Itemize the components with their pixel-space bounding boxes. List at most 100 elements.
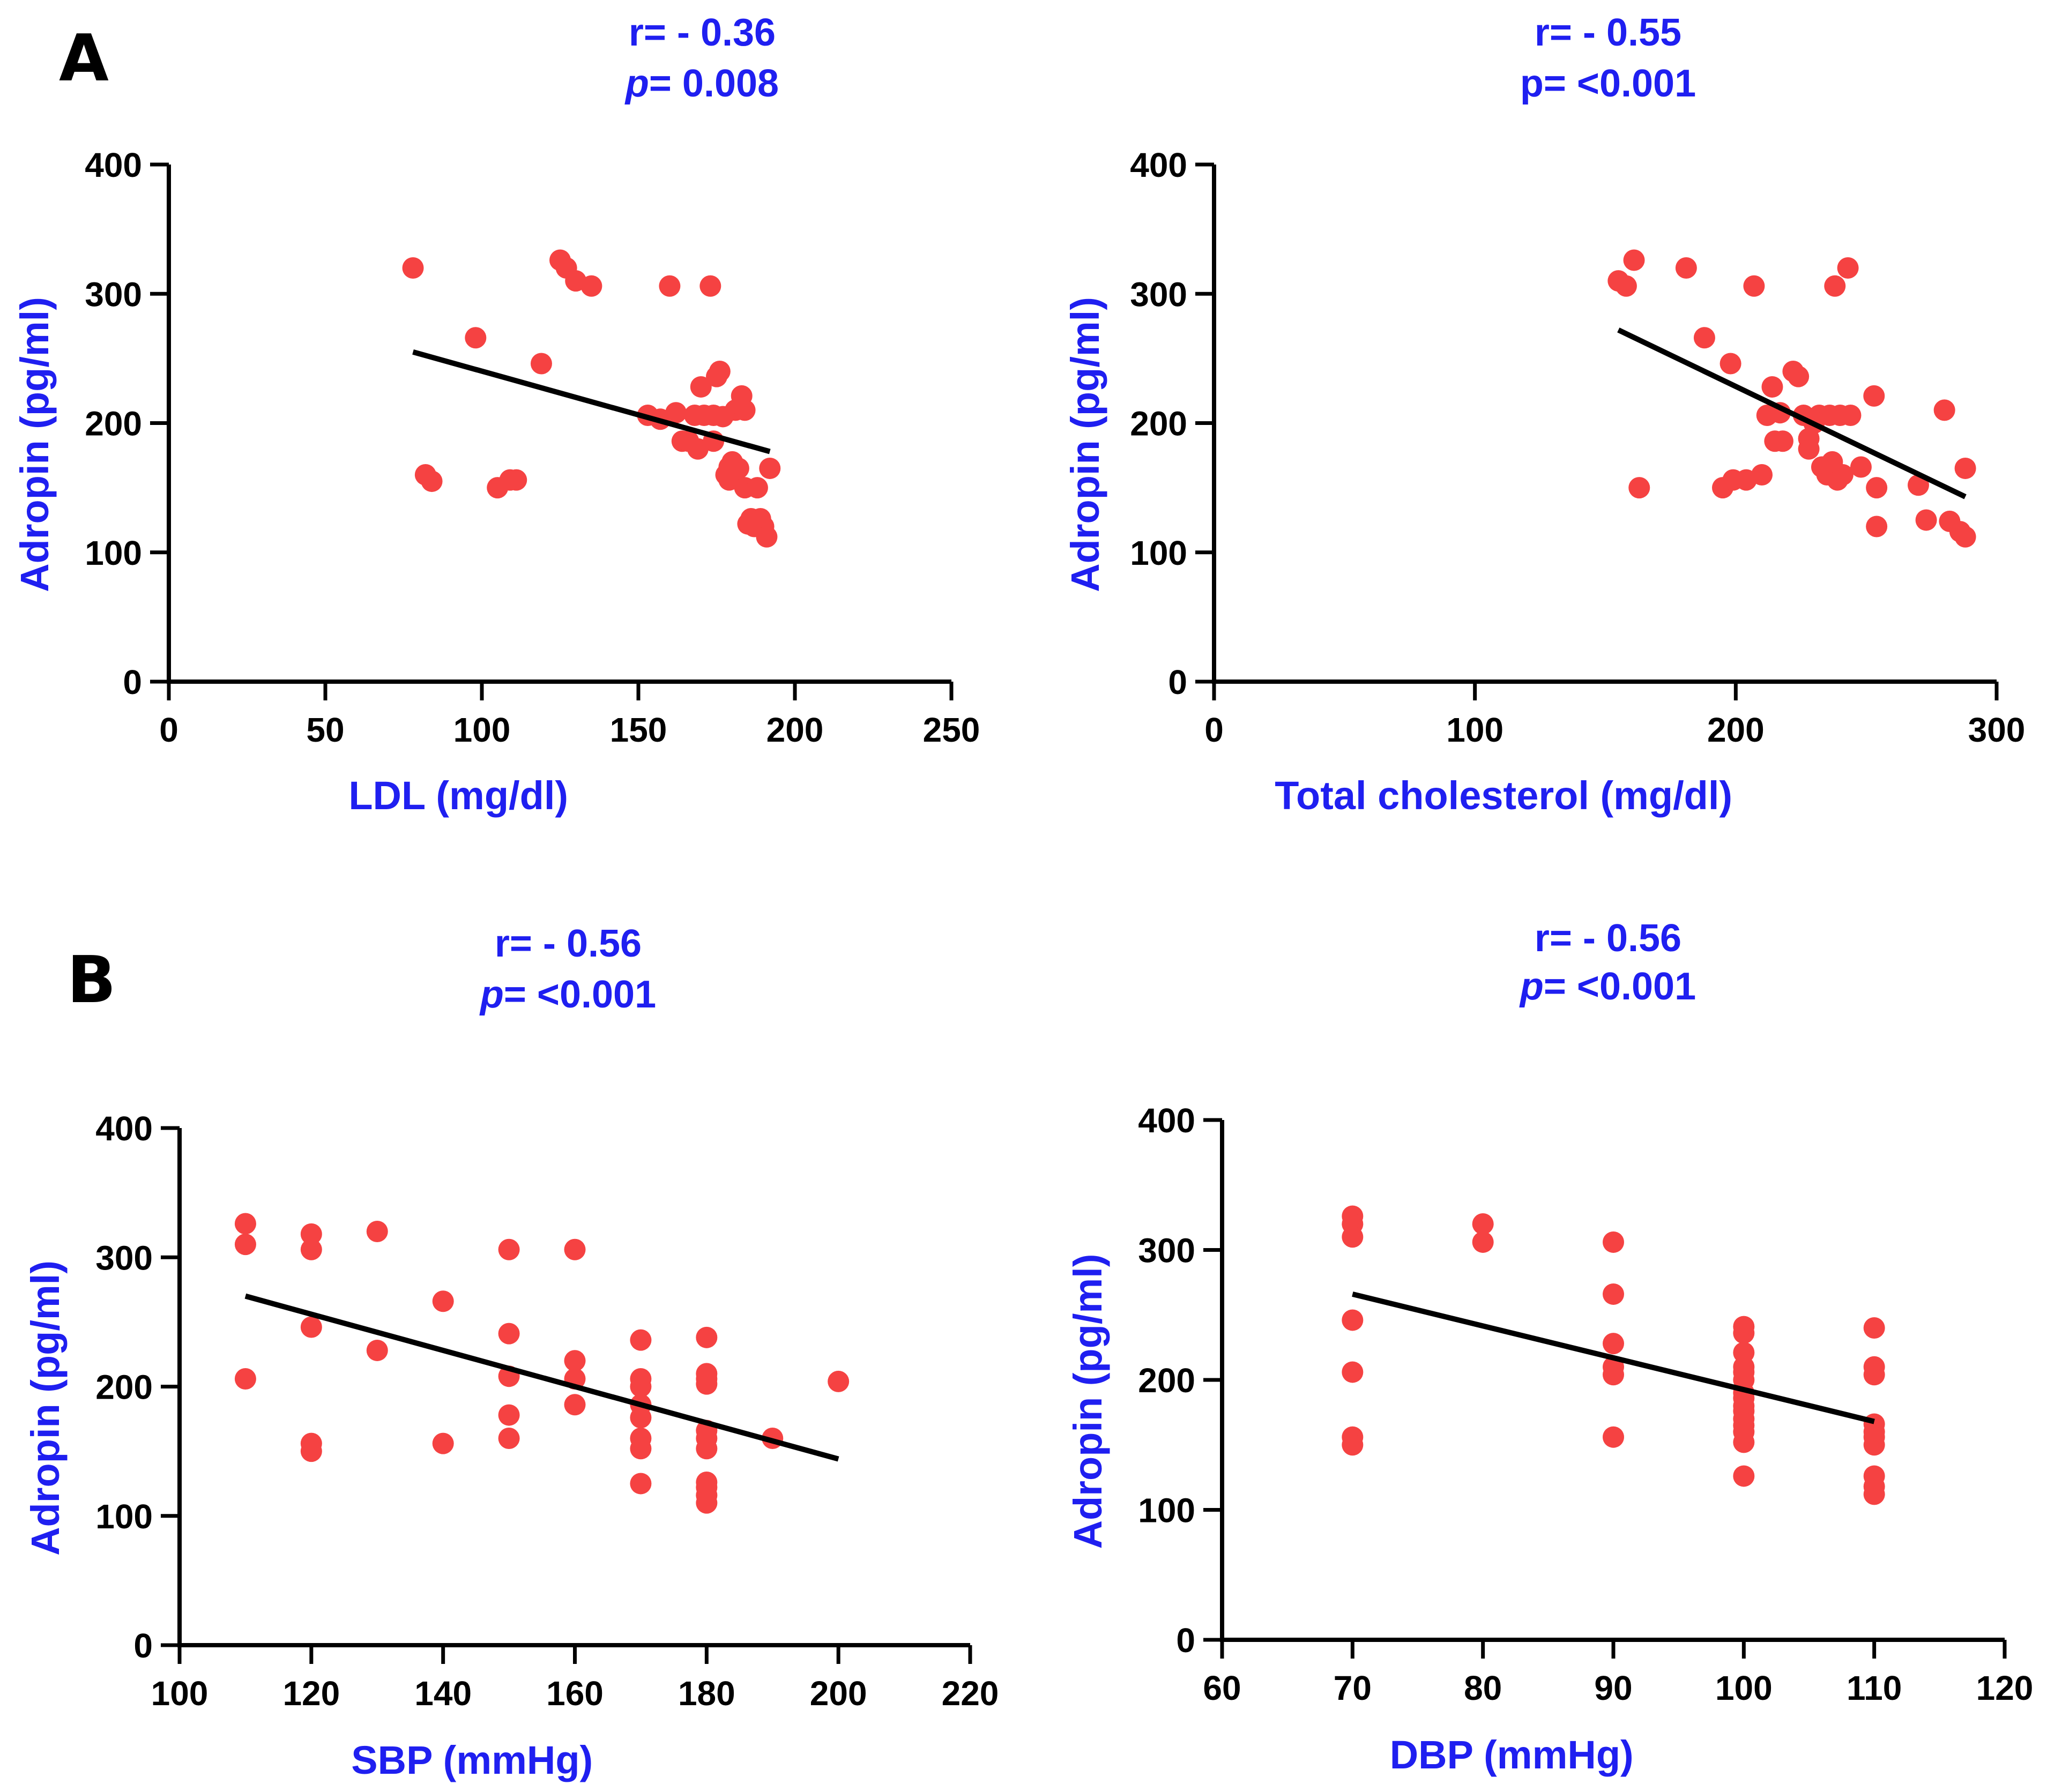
p-symbol: p <box>624 62 649 105</box>
y-tick-label: 300 <box>1130 275 1187 313</box>
data-point <box>432 1290 454 1312</box>
data-point <box>498 1428 520 1449</box>
correlation-r-text: r= - 0.56 <box>495 922 642 965</box>
data-point <box>1342 1361 1364 1383</box>
data-point <box>465 327 487 349</box>
data-point <box>366 1339 388 1361</box>
y-tick-label: 400 <box>1138 1101 1195 1140</box>
data-point <box>828 1370 850 1392</box>
data-point <box>659 275 681 297</box>
data-point <box>1628 477 1650 499</box>
x-tick-label: 120 <box>282 1674 340 1713</box>
data-point <box>530 353 552 375</box>
data-point <box>1824 275 1846 297</box>
x-tick-label: 220 <box>942 1674 999 1713</box>
x-tick-label: 180 <box>678 1674 735 1713</box>
data-point <box>696 1438 718 1460</box>
x-tick-label: 60 <box>1203 1669 1241 1707</box>
x-axis-label: DBP (mmHg) <box>1390 1733 1634 1777</box>
data-point <box>1915 509 1937 531</box>
y-tick-label: 100 <box>95 1497 153 1536</box>
data-point <box>498 1238 520 1260</box>
y-tick-label: 0 <box>1168 663 1187 701</box>
data-point <box>1840 405 1862 427</box>
data-point <box>1472 1213 1494 1235</box>
data-point <box>300 1316 322 1338</box>
data-point <box>505 469 527 491</box>
data-point <box>1837 257 1859 279</box>
data-point <box>1863 1364 1885 1386</box>
x-tick-label: 300 <box>1968 711 2026 749</box>
data-point <box>1472 1231 1494 1253</box>
data-point <box>1603 1364 1624 1386</box>
x-tick-label: 100 <box>453 711 511 749</box>
y-axis-label: Adropin (pg/ml) <box>23 1260 68 1556</box>
y-tick-label: 300 <box>85 275 142 313</box>
y-tick-label: 300 <box>95 1238 153 1277</box>
x-axis-label: SBP (mmHg) <box>351 1738 593 1782</box>
data-point <box>1954 457 1976 479</box>
data-point <box>498 1323 520 1345</box>
data-point <box>432 1432 454 1454</box>
p-value: = <0.001 <box>504 973 656 1016</box>
data-point <box>696 1326 718 1348</box>
y-tick-label: 200 <box>1130 405 1187 443</box>
data-point <box>1733 1431 1755 1453</box>
y-tick-label: 0 <box>123 663 142 701</box>
x-tick-label: 250 <box>923 711 980 749</box>
y-tick-label: 400 <box>85 146 142 184</box>
data-point <box>564 1394 586 1416</box>
x-axis-label: LDL (mg/dl) <box>348 773 568 818</box>
y-tick-label: 400 <box>1130 146 1187 184</box>
x-tick-label: 150 <box>610 711 667 749</box>
data-point <box>366 1221 388 1242</box>
correlation-r-text: r= - 0.56 <box>1535 917 1681 960</box>
data-point <box>1693 327 1715 349</box>
p-value-text: p= 0.008 <box>624 62 779 105</box>
x-tick-label: 0 <box>159 711 178 749</box>
data-point <box>746 477 768 499</box>
x-tick-label: 0 <box>1204 711 1224 749</box>
data-point <box>1623 249 1645 271</box>
data-point <box>696 1373 718 1395</box>
data-point <box>564 1238 586 1260</box>
x-tick-label: 90 <box>1594 1669 1632 1707</box>
data-point <box>1863 385 1885 407</box>
data-point <box>1866 477 1888 499</box>
chart-dbp-vs-adropin: r= - 0.56 p= <0.001 60 70 80 90 100 110 120 0 100 2… <box>1066 917 2033 1777</box>
data-point <box>1342 1434 1364 1456</box>
y-tick-label: 0 <box>1176 1621 1195 1660</box>
data-point <box>1850 456 1872 478</box>
data-point <box>1954 526 1976 548</box>
data-point <box>630 1376 652 1398</box>
regression-line <box>1617 327 1967 499</box>
regression-line <box>1352 1291 1875 1424</box>
data-point <box>696 1492 718 1514</box>
data-point <box>690 376 712 398</box>
y-tick-label: 100 <box>85 534 142 572</box>
correlation-r-text: r= - 0.36 <box>629 11 776 54</box>
data-point <box>630 1473 652 1495</box>
data-point <box>727 457 749 479</box>
data-point <box>1743 275 1765 297</box>
y-axis-label: Adropin (pg/ml) <box>1063 297 1107 592</box>
x-tick-label: 100 <box>1715 1669 1773 1707</box>
x-tick-label: 120 <box>1976 1669 2034 1707</box>
x-tick-label: 70 <box>1334 1669 1372 1707</box>
data-point <box>665 402 687 424</box>
data-point <box>1863 1317 1885 1339</box>
data-point <box>300 1238 322 1260</box>
x-tick-label: 50 <box>306 711 344 749</box>
y-tick-label: 200 <box>85 405 142 443</box>
data-point <box>630 1329 652 1351</box>
data-point <box>1788 365 1810 387</box>
data-point <box>734 399 756 421</box>
data-point <box>1933 399 1955 421</box>
y-tick-label: 200 <box>95 1368 153 1407</box>
data-point <box>1866 516 1888 537</box>
p-symbol: p <box>1519 965 1544 1008</box>
data-point <box>1720 353 1741 375</box>
y-tick-label: 100 <box>1138 1491 1195 1530</box>
p-value: = 0.008 <box>649 62 779 105</box>
p-value: = <0.001 <box>1544 62 1696 105</box>
